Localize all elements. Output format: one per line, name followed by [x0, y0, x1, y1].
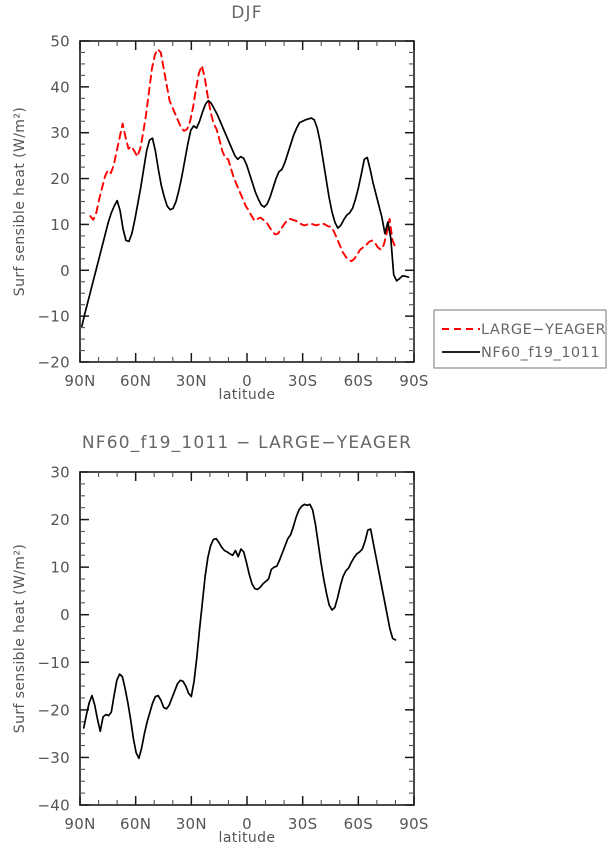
x-axis-title: latitude: [219, 830, 276, 846]
x-tick-label: 90S: [399, 372, 429, 390]
legend: LARGE−YEAGER NF60_f19_1011: [433, 309, 607, 369]
legend-box: [433, 309, 607, 369]
y-axis-title: Surf sensible heat (W/m²): [12, 544, 28, 733]
series-line-1: [82, 503, 397, 760]
series-line-2: [81, 99, 410, 328]
x-tick-label: 30S: [288, 372, 318, 390]
panel-title: NF60_f19_1011 − LARGE−YEAGER: [82, 433, 412, 453]
x-tick-label: 90N: [64, 372, 95, 390]
panel-title: DJF: [231, 3, 262, 23]
x-tick-label: 0: [242, 815, 252, 833]
x-tick-label: 90S: [399, 815, 429, 833]
panel-top-panel: DJF −20 −10 0 10 20 30 40 50 90N 60N 30N 0 30S 60S 90S l…: [12, 3, 429, 403]
x-tick-label: 60S: [344, 372, 374, 390]
legend-label-1: LARGE−YEAGER: [481, 322, 606, 338]
y-tick-label: 0: [60, 606, 70, 624]
y-tick-label: 20: [50, 511, 70, 529]
x-tick-label: 0: [242, 372, 252, 390]
y-tick-label: −10: [37, 654, 70, 672]
plot-frame: [79, 471, 415, 806]
x-tick-label: 30N: [176, 815, 207, 833]
x-tick-label: 60N: [120, 815, 151, 833]
y-tick-label: −40: [37, 797, 70, 815]
y-tick-label: −20: [37, 701, 70, 719]
y-axis-title: Surf sensible heat (W/m²): [12, 107, 28, 296]
y-tick-label: −10: [37, 308, 70, 326]
y-tick-label: 10: [50, 216, 70, 234]
x-tick-label: 60N: [120, 372, 151, 390]
y-tick-label: 50: [50, 33, 70, 51]
y-tick-label: 0: [60, 262, 70, 280]
y-tick-label: 40: [50, 78, 70, 96]
y-tick-label: 10: [50, 559, 70, 577]
y-tick-label: 30: [50, 124, 70, 142]
y-tick-label: 30: [50, 464, 70, 482]
plot-frame: [79, 40, 415, 363]
x-tick-label: 30N: [176, 372, 207, 390]
x-tick-label: 30S: [288, 815, 318, 833]
y-tick-label: −30: [37, 749, 70, 767]
x-axis-title: latitude: [219, 387, 276, 403]
legend-label-2: NF60_f19_1011: [481, 345, 600, 361]
x-tick-label: 90N: [64, 815, 95, 833]
x-tick-label: 60S: [344, 815, 374, 833]
series-line-1: [89, 48, 397, 263]
y-tick-label: 20: [50, 170, 70, 188]
y-tick-label: −20: [37, 354, 70, 372]
panel-bottom-panel: NF60_f19_1011 − LARGE−YEAGER −40 −30 −20 −10…: [12, 433, 429, 846]
